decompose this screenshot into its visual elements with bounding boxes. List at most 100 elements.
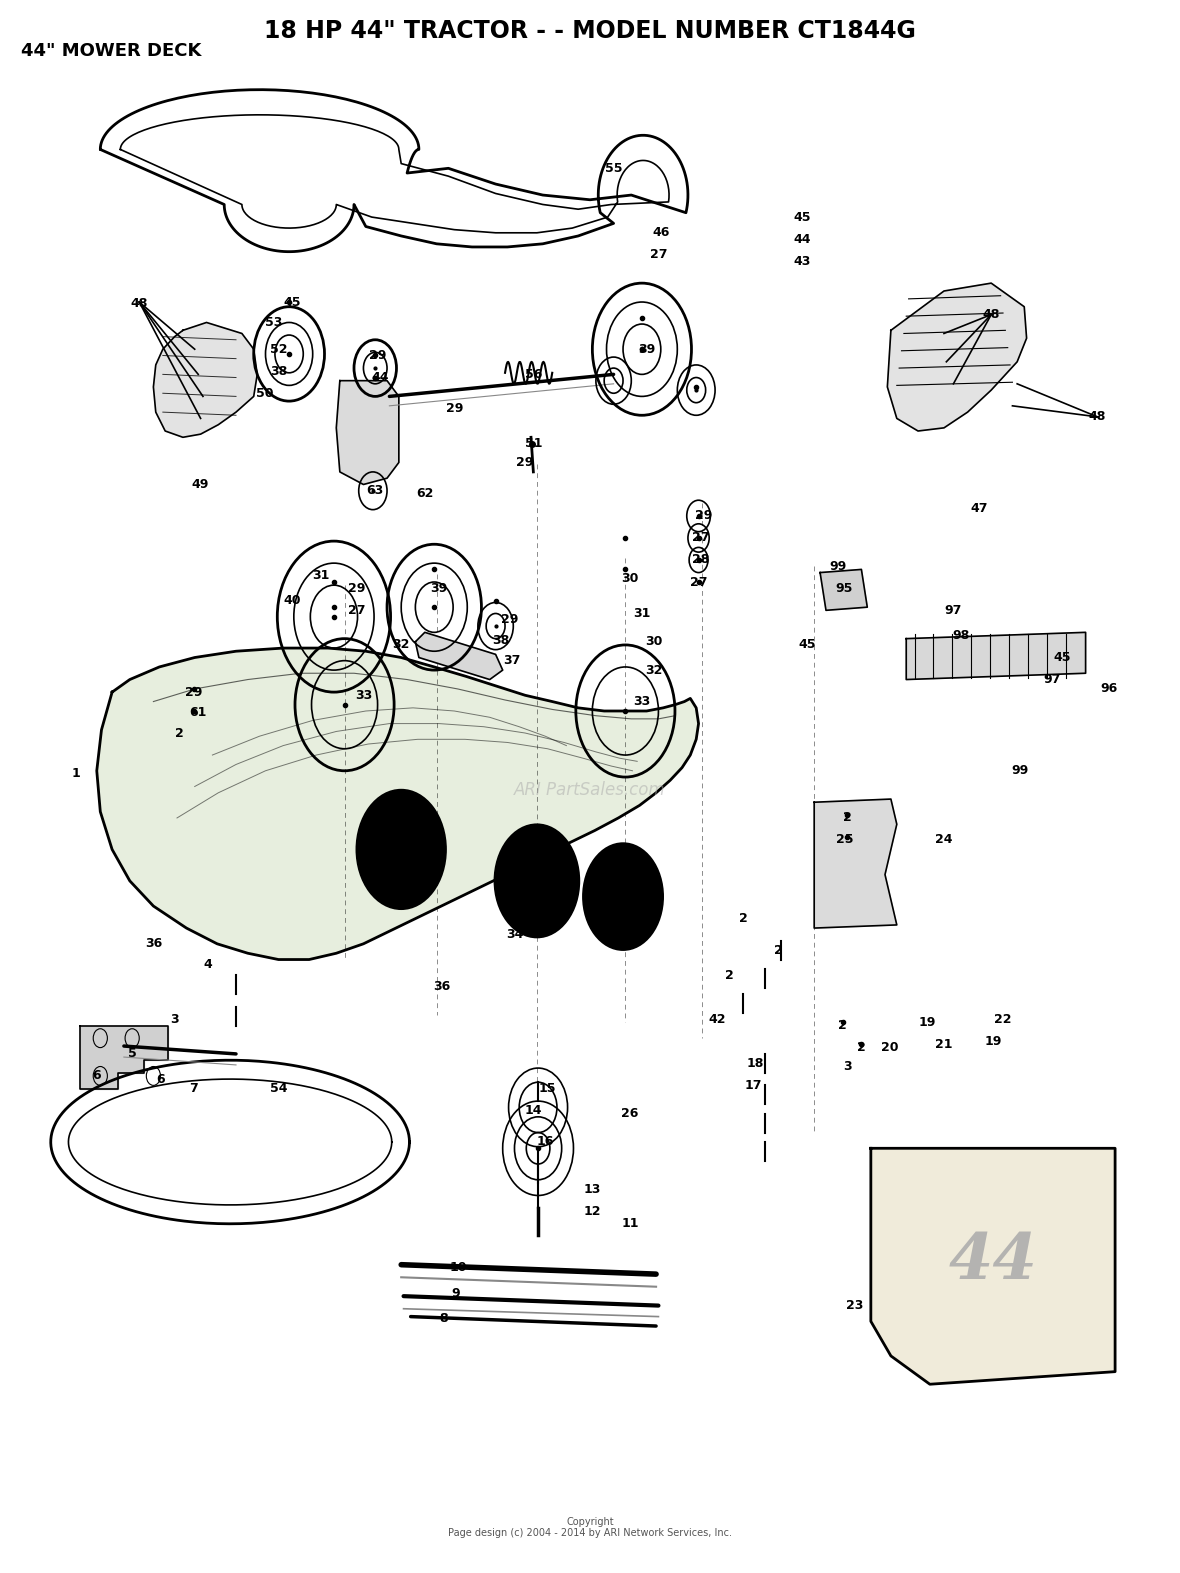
- Text: 45: 45: [794, 211, 811, 223]
- Text: 5: 5: [127, 1048, 137, 1060]
- Text: 2: 2: [838, 1019, 847, 1032]
- Text: 29: 29: [185, 686, 202, 698]
- Text: 54: 54: [270, 1082, 287, 1095]
- Text: 14: 14: [525, 1104, 542, 1117]
- Text: 32: 32: [393, 639, 409, 651]
- Text: 28: 28: [693, 554, 709, 566]
- Text: 10: 10: [450, 1262, 466, 1274]
- Polygon shape: [814, 799, 897, 928]
- Polygon shape: [887, 283, 1027, 431]
- Text: 2: 2: [843, 812, 852, 824]
- Text: 2: 2: [857, 1041, 866, 1054]
- Text: 37: 37: [504, 654, 520, 667]
- Text: 21: 21: [936, 1038, 952, 1051]
- Text: 96: 96: [1101, 683, 1117, 695]
- Text: 51: 51: [525, 437, 542, 450]
- Polygon shape: [80, 1026, 168, 1089]
- Text: 62: 62: [417, 488, 433, 500]
- Text: 44: 44: [949, 1230, 1038, 1293]
- Text: 29: 29: [502, 613, 518, 626]
- Text: 29: 29: [695, 510, 712, 522]
- Text: 34: 34: [506, 928, 523, 941]
- Text: 27: 27: [693, 532, 709, 544]
- Text: 38: 38: [492, 634, 509, 647]
- Text: 27: 27: [650, 249, 667, 261]
- Text: 3: 3: [170, 1013, 179, 1026]
- Text: 2: 2: [774, 944, 784, 956]
- Text: 98: 98: [952, 629, 969, 642]
- Text: 52: 52: [270, 343, 287, 355]
- Text: 18 HP 44" TRACTOR - - MODEL NUMBER CT1844G: 18 HP 44" TRACTOR - - MODEL NUMBER CT184…: [264, 19, 916, 42]
- Text: 44: 44: [794, 233, 811, 245]
- Text: 18: 18: [747, 1057, 763, 1070]
- Polygon shape: [820, 569, 867, 610]
- Text: 48: 48: [983, 308, 999, 321]
- Text: 26: 26: [622, 1107, 638, 1120]
- Text: 7: 7: [189, 1082, 198, 1095]
- Text: 42: 42: [709, 1013, 726, 1026]
- Text: 48: 48: [1089, 411, 1106, 423]
- Text: 40: 40: [284, 595, 301, 607]
- Text: 44: 44: [372, 371, 388, 384]
- Text: 35: 35: [426, 856, 442, 868]
- Polygon shape: [153, 322, 257, 437]
- Text: 2: 2: [175, 727, 184, 739]
- Circle shape: [356, 790, 446, 909]
- Text: 31: 31: [313, 569, 329, 582]
- Text: 13: 13: [584, 1183, 601, 1195]
- Text: 6: 6: [156, 1073, 165, 1085]
- Text: 47: 47: [971, 502, 988, 514]
- Text: 38: 38: [270, 365, 287, 378]
- Text: 56: 56: [525, 368, 542, 381]
- Circle shape: [523, 862, 551, 900]
- Text: 31: 31: [634, 607, 650, 620]
- Text: ARI PartSales.com: ARI PartSales.com: [514, 780, 666, 799]
- Text: 36: 36: [433, 980, 450, 993]
- Text: 8: 8: [439, 1312, 448, 1324]
- Polygon shape: [415, 632, 503, 680]
- Text: 3: 3: [843, 1060, 852, 1073]
- Text: 46: 46: [653, 227, 669, 239]
- Text: 48: 48: [131, 297, 148, 310]
- Text: 2: 2: [739, 912, 748, 925]
- Text: 53: 53: [266, 316, 282, 329]
- Text: 39: 39: [638, 343, 655, 355]
- Text: 22: 22: [995, 1013, 1011, 1026]
- Polygon shape: [336, 381, 399, 484]
- Text: 50: 50: [256, 387, 273, 400]
- Text: 32: 32: [645, 664, 662, 676]
- Text: 17: 17: [745, 1079, 761, 1092]
- Text: 99: 99: [1011, 764, 1028, 777]
- Text: 27: 27: [348, 604, 365, 617]
- Text: 61: 61: [190, 706, 206, 719]
- Circle shape: [583, 843, 663, 950]
- Circle shape: [385, 827, 418, 871]
- Text: 16: 16: [537, 1136, 553, 1148]
- Circle shape: [597, 862, 649, 931]
- Text: 30: 30: [622, 573, 638, 585]
- Polygon shape: [97, 648, 699, 960]
- Polygon shape: [906, 632, 1086, 680]
- Text: 33: 33: [634, 695, 650, 708]
- Text: 43: 43: [794, 255, 811, 267]
- Text: Copyright
Page design (c) 2004 - 2014 by ARI Network Services, Inc.: Copyright Page design (c) 2004 - 2014 by…: [448, 1516, 732, 1538]
- Text: 30: 30: [645, 635, 662, 648]
- Text: 4: 4: [203, 958, 212, 971]
- Text: 20: 20: [881, 1041, 898, 1054]
- Text: 29: 29: [348, 582, 365, 595]
- Text: 11: 11: [622, 1218, 638, 1230]
- Text: 45: 45: [284, 296, 301, 308]
- Circle shape: [371, 809, 432, 890]
- Polygon shape: [871, 1148, 1115, 1384]
- Text: 19: 19: [919, 1016, 936, 1029]
- Text: 97: 97: [945, 604, 962, 617]
- Text: 45: 45: [799, 639, 815, 651]
- Text: 33: 33: [355, 689, 372, 702]
- Text: 49: 49: [192, 478, 209, 491]
- Text: 23: 23: [846, 1299, 863, 1312]
- Text: 27: 27: [690, 576, 707, 588]
- Text: 97: 97: [1044, 673, 1061, 686]
- Circle shape: [509, 843, 565, 919]
- Text: 29: 29: [446, 403, 463, 415]
- Text: 99: 99: [830, 560, 846, 573]
